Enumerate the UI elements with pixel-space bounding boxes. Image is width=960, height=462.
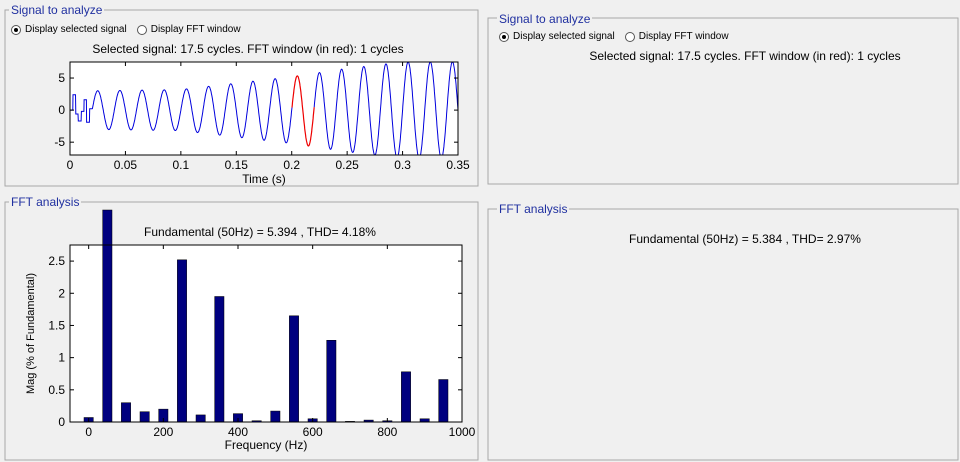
signal-title: Selected signal: 17.5 cycles. FFT window… xyxy=(589,49,900,63)
x-tick-label: 0.2 xyxy=(283,158,300,172)
signal-trace-after-window xyxy=(313,62,458,155)
x-tick-label: 0.1 xyxy=(173,158,190,172)
radio-fft-label: Display FFT window xyxy=(638,31,729,42)
fft-bar xyxy=(401,371,411,423)
x-axis-label: Frequency (Hz) xyxy=(225,438,308,452)
y-tick-label: 1 xyxy=(58,351,65,365)
fft-bar xyxy=(195,414,206,423)
y-tick-label: 0.5 xyxy=(48,383,65,397)
x-tick-label: 0.15 xyxy=(225,158,249,172)
fft-bar xyxy=(177,259,187,423)
fft-group-frame xyxy=(487,208,959,461)
x-tick-label: 0.05 xyxy=(114,158,138,172)
fft-group-label: FFT analysis xyxy=(497,202,570,216)
radio-display-fft-window[interactable]: Display FFT window xyxy=(136,24,241,35)
left-panel-canvas: Selected signal: 17.5 cycles. FFT window… xyxy=(4,9,479,461)
radio-selected-indicator[interactable] xyxy=(11,24,21,35)
fft-window-trace xyxy=(291,75,315,147)
fft-group-label: FFT analysis xyxy=(9,195,82,209)
x-tick-label: 0.25 xyxy=(335,158,359,172)
x-tick-label: 600 xyxy=(303,425,323,439)
radio-display-selected-signal[interactable]: Display selected signal xyxy=(499,31,615,42)
x-tick-label: 0.3 xyxy=(394,158,411,172)
fft-bar xyxy=(139,411,150,423)
radio-selected-label: Display selected signal xyxy=(25,24,127,35)
fft-bar xyxy=(270,410,281,423)
radio-display-selected-signal[interactable]: Display selected signal xyxy=(11,24,127,35)
right-panel-canvas: Selected signal: 17.5 cycles. FFT window… xyxy=(487,17,959,461)
plot-area xyxy=(70,245,462,422)
signal-group-frame xyxy=(487,17,959,185)
x-tick-label: 0 xyxy=(67,158,74,172)
radio-display-fft-window[interactable]: Display FFT window xyxy=(624,31,729,42)
y-tick-label: 1.5 xyxy=(48,318,65,332)
fft-bar xyxy=(214,296,225,423)
radio-fft-indicator[interactable] xyxy=(136,24,147,35)
fft-bar xyxy=(289,315,299,423)
left-panel: Selected signal: 17.5 cycles. FFT window… xyxy=(4,3,479,461)
fft-title: Fundamental (50Hz) = 5.394 , THD= 4.18% xyxy=(144,225,376,239)
fft-group-frame xyxy=(4,201,479,461)
fft-bar xyxy=(102,209,113,423)
fft-plot: 0 200 400 600 800 1000 0 0.5 1 1.5 2 2.5 Frequency (… xyxy=(25,209,476,452)
x-tick-label: 0.35 xyxy=(446,158,470,172)
signal-title: Selected signal: 17.5 cycles. FFT window… xyxy=(92,42,403,56)
signal-group-label: Signal to analyze xyxy=(497,12,593,26)
y-tick-label: -5 xyxy=(54,135,65,149)
signal-trace xyxy=(70,78,293,144)
plot-frame xyxy=(69,244,463,423)
y-tick-label: 2.5 xyxy=(48,254,65,268)
x-axis-label: Time (s) xyxy=(242,172,286,186)
fft-title: Fundamental (50Hz) = 5.384 , THD= 2.97% xyxy=(629,232,861,246)
right-panel: Selected signal: 17.5 cycles. FFT window… xyxy=(480,0,960,462)
y-tick-label: 0 xyxy=(58,103,65,117)
y-tick-label: 2 xyxy=(58,286,65,300)
x-tick-label: 1000 xyxy=(449,425,476,439)
radio-fft-label: Display FFT window xyxy=(150,24,241,35)
x-tick-label: 200 xyxy=(153,425,173,439)
fft-bar xyxy=(438,379,449,423)
radio-fft-indicator[interactable] xyxy=(624,31,635,42)
y-tick-label: 0 xyxy=(58,415,65,429)
plot-frame xyxy=(69,61,459,156)
x-tick-label: 0 xyxy=(85,425,92,439)
signal-group-frame xyxy=(4,9,479,187)
signal-group-label: Signal to analyze xyxy=(9,3,105,17)
display-radio-group: Display selected signal Display FFT wind… xyxy=(11,24,241,35)
y-tick-label: 5 xyxy=(58,71,65,85)
display-radio-group: Display selected signal Display FFT wind… xyxy=(499,31,729,42)
fft-bar xyxy=(121,402,131,423)
plot-area xyxy=(70,62,458,155)
x-tick-label: 800 xyxy=(377,425,397,439)
radio-selected-indicator[interactable] xyxy=(499,31,509,42)
y-axis-label: Mag (% of Fundamental) xyxy=(25,273,37,394)
x-tick-label: 400 xyxy=(228,425,248,439)
radio-selected-label: Display selected signal xyxy=(513,31,615,42)
fft-bar xyxy=(326,340,337,423)
